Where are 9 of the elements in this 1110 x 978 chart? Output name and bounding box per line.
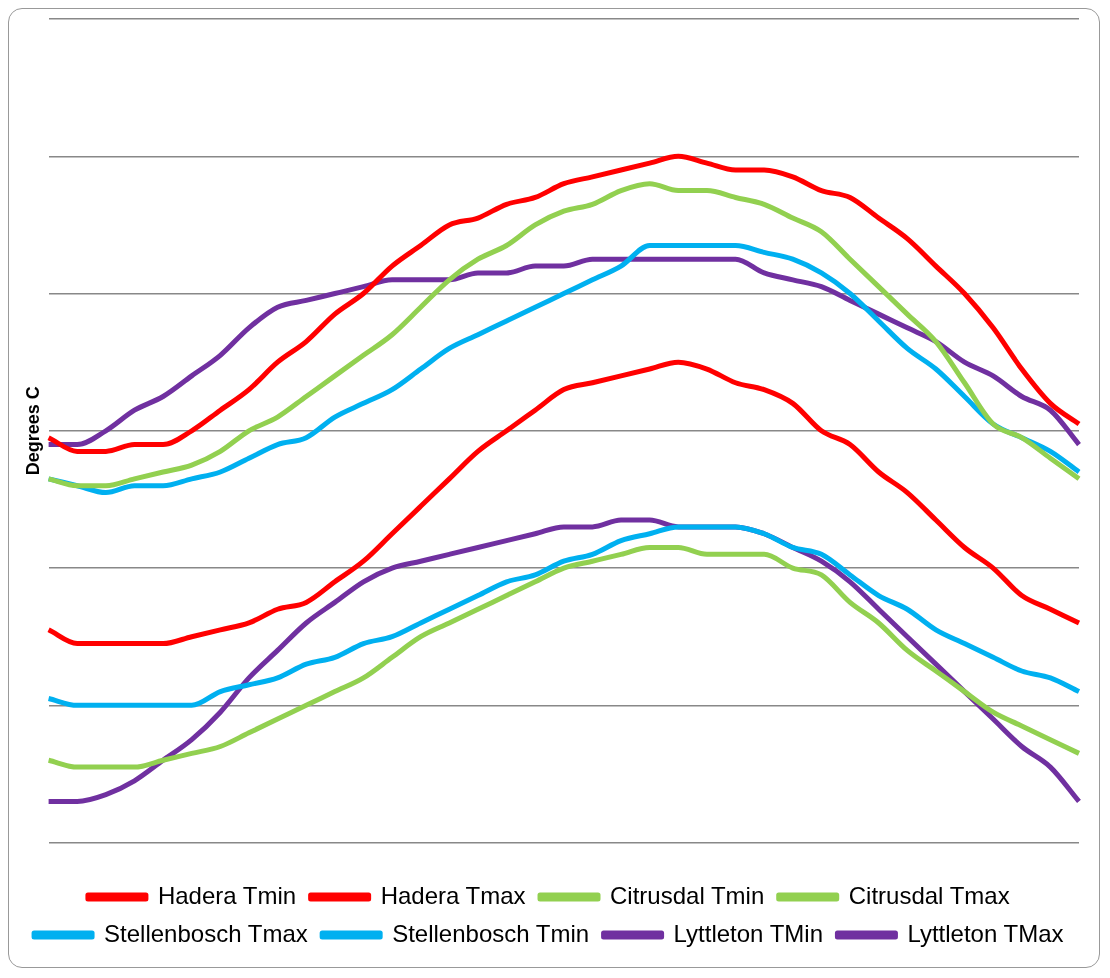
legend-label: Citrusdal Tmax xyxy=(848,881,1010,909)
legend-label: Stellenbosch Tmax xyxy=(104,919,308,947)
legend-label: Lyttleton TMax xyxy=(907,919,1064,947)
legend-label: Hadera Tmax xyxy=(380,881,526,909)
y-axis-title: Degrees C xyxy=(22,386,43,476)
legend-label: Stellenbosch Tmin xyxy=(392,919,590,947)
legend-label: Citrusdal Tmin xyxy=(610,881,765,909)
legend-label: Lyttleton TMin xyxy=(673,919,823,947)
legend-label: Hadera Tmin xyxy=(157,881,297,909)
